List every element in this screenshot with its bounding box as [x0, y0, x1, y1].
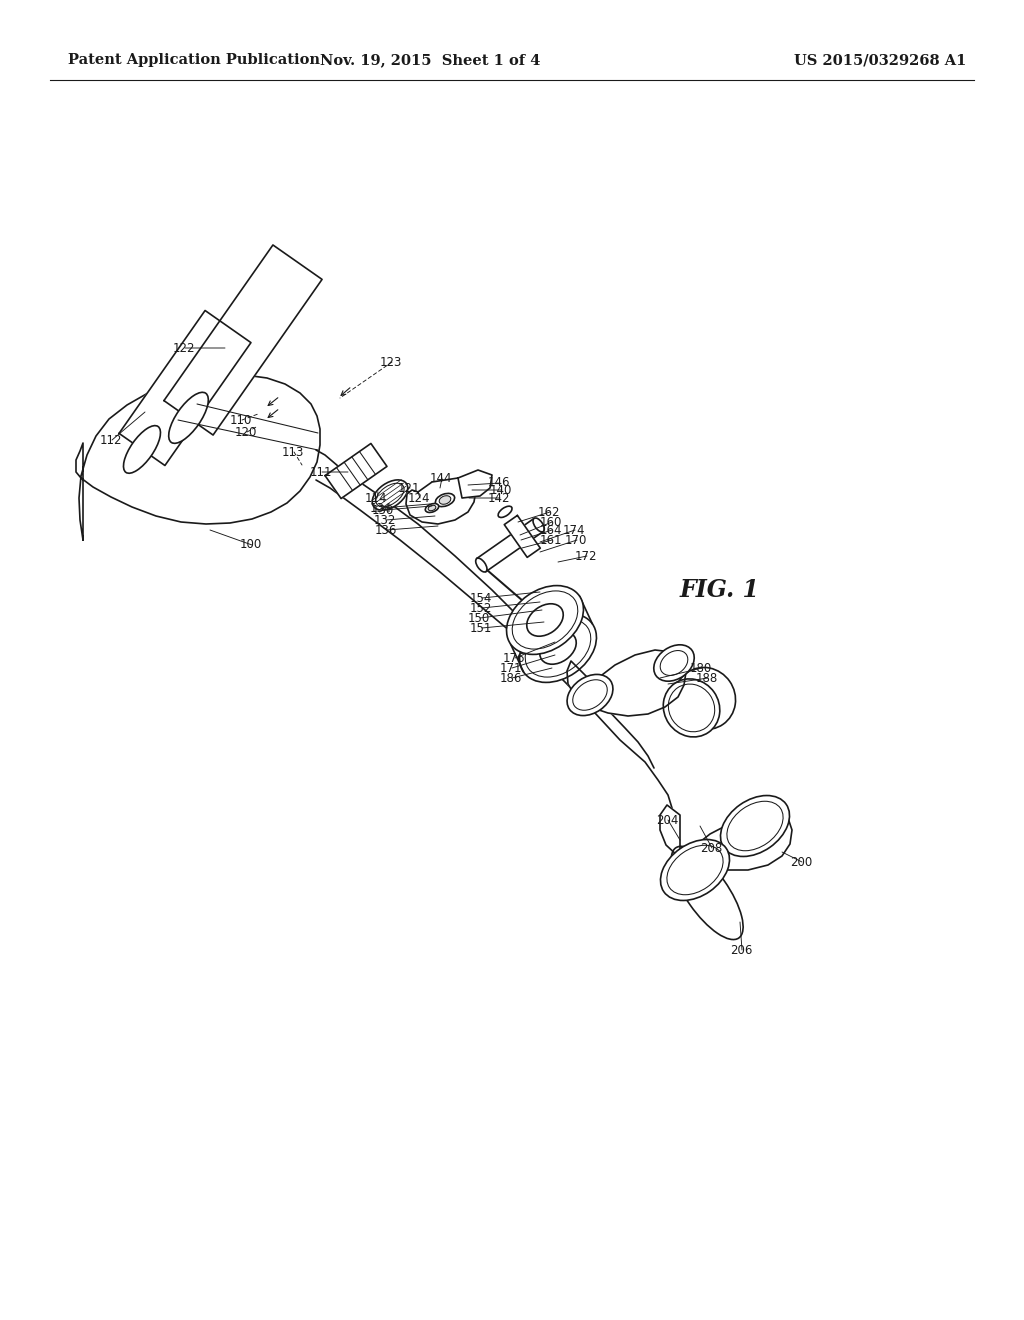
Text: 120: 120: [234, 425, 257, 438]
Text: 164: 164: [540, 524, 562, 536]
Text: 136: 136: [375, 524, 397, 536]
Ellipse shape: [435, 494, 455, 507]
Ellipse shape: [124, 425, 161, 474]
Text: 188: 188: [696, 672, 718, 685]
Text: 180: 180: [690, 661, 713, 675]
Text: 134: 134: [370, 502, 392, 515]
Text: 122: 122: [173, 342, 196, 355]
Text: 161: 161: [540, 533, 562, 546]
Polygon shape: [567, 649, 686, 715]
Text: 171: 171: [500, 661, 522, 675]
Text: 111: 111: [310, 466, 333, 479]
Text: 151: 151: [470, 622, 493, 635]
Polygon shape: [458, 470, 492, 498]
Text: 208: 208: [700, 842, 722, 854]
Ellipse shape: [664, 678, 720, 737]
Ellipse shape: [660, 840, 729, 900]
Text: 172: 172: [575, 549, 597, 562]
Ellipse shape: [567, 675, 613, 715]
Ellipse shape: [439, 496, 451, 504]
Text: Patent Application Publication: Patent Application Publication: [68, 53, 319, 67]
Polygon shape: [164, 246, 323, 436]
Text: 100: 100: [240, 539, 262, 552]
Text: Nov. 19, 2015  Sheet 1 of 4: Nov. 19, 2015 Sheet 1 of 4: [319, 53, 541, 67]
Polygon shape: [119, 310, 251, 466]
Ellipse shape: [476, 558, 487, 572]
Polygon shape: [660, 805, 792, 870]
Text: 170: 170: [565, 533, 588, 546]
Text: 152: 152: [470, 602, 493, 615]
Polygon shape: [325, 444, 387, 499]
Text: 174: 174: [563, 524, 586, 536]
Ellipse shape: [534, 517, 545, 532]
Text: 142: 142: [488, 491, 511, 504]
Text: 200: 200: [790, 855, 812, 869]
Polygon shape: [504, 515, 541, 557]
Ellipse shape: [721, 796, 790, 857]
Polygon shape: [477, 519, 544, 572]
Ellipse shape: [428, 506, 436, 511]
Polygon shape: [406, 478, 476, 524]
Text: 176: 176: [503, 652, 525, 664]
Ellipse shape: [540, 632, 577, 664]
Text: 130: 130: [372, 503, 394, 516]
Ellipse shape: [169, 392, 208, 444]
Text: 114: 114: [365, 491, 387, 504]
Ellipse shape: [672, 846, 743, 940]
Text: 186: 186: [500, 672, 522, 685]
Text: 112: 112: [100, 433, 123, 446]
Text: 110: 110: [230, 413, 252, 426]
Text: 160: 160: [540, 516, 562, 528]
Ellipse shape: [507, 586, 584, 655]
Text: 113: 113: [282, 446, 304, 458]
Ellipse shape: [373, 480, 408, 510]
Text: 154: 154: [470, 591, 493, 605]
Ellipse shape: [675, 668, 735, 730]
Ellipse shape: [519, 614, 596, 682]
Ellipse shape: [526, 603, 563, 636]
Text: 144: 144: [430, 471, 453, 484]
Ellipse shape: [498, 506, 512, 517]
Text: 123: 123: [380, 355, 402, 368]
Text: 132: 132: [374, 513, 396, 527]
Text: 121: 121: [398, 482, 421, 495]
Polygon shape: [76, 375, 319, 540]
Text: US 2015/0329268 A1: US 2015/0329268 A1: [794, 53, 967, 67]
Text: 140: 140: [490, 483, 512, 496]
Text: 146: 146: [488, 477, 511, 490]
Text: 206: 206: [730, 944, 753, 957]
Text: 124: 124: [408, 491, 430, 504]
Text: 204: 204: [656, 813, 678, 826]
Text: FIG. 1: FIG. 1: [680, 578, 760, 602]
Ellipse shape: [425, 503, 438, 512]
Text: 150: 150: [468, 611, 490, 624]
Ellipse shape: [653, 644, 694, 681]
Text: 162: 162: [538, 506, 560, 519]
